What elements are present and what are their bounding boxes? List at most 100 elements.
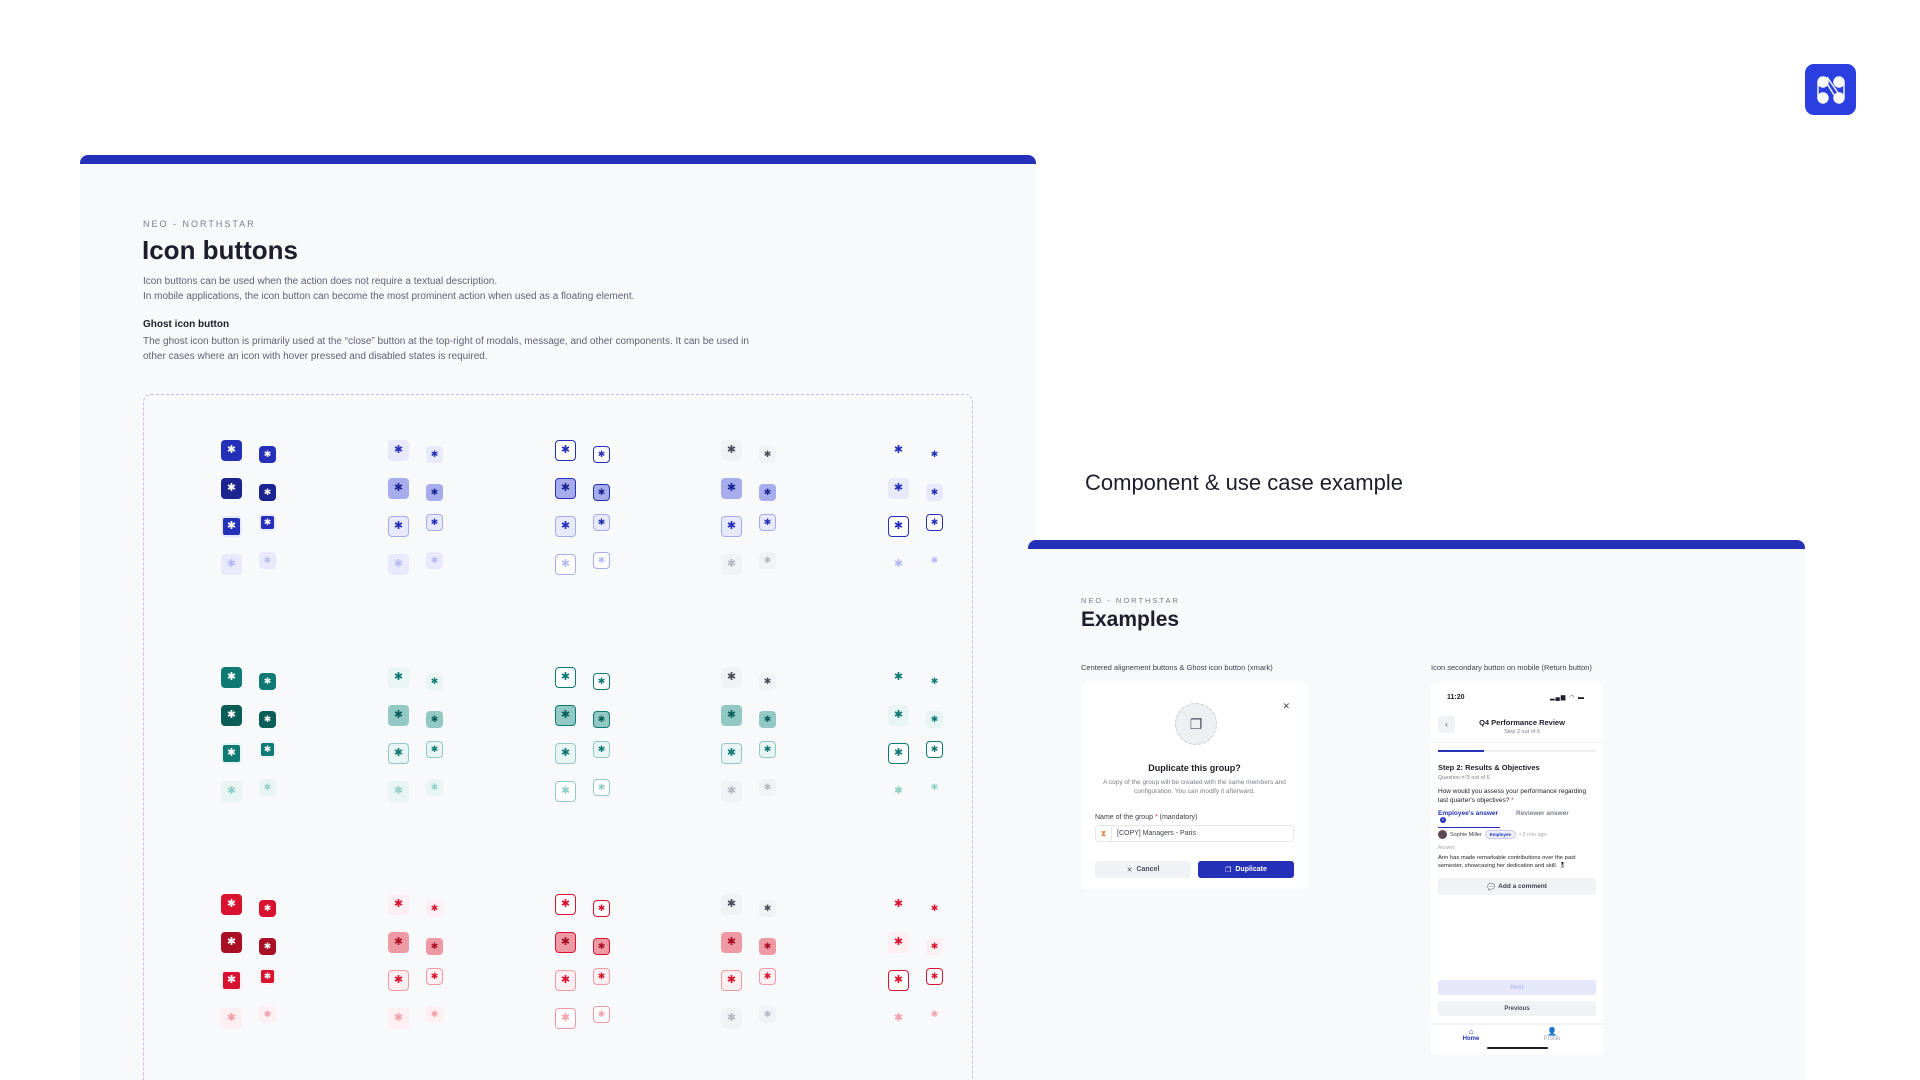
previous-button[interactable]: Previous xyxy=(1438,1001,1596,1016)
brand-ghost-pressed-small-icon-button[interactable]: ✱ xyxy=(926,484,943,501)
brand-outline-default-medium-icon-button[interactable]: ✱ xyxy=(555,440,576,461)
teal-outline-default-small-icon-button[interactable]: ✱ xyxy=(593,673,610,690)
danger-primary-default-small-icon-button[interactable]: ✱ xyxy=(259,900,276,917)
danger-tertiary-focus-small-icon-button[interactable]: ✱ xyxy=(759,968,776,985)
brand-outline-pressed-small-icon-button[interactable]: ✱ xyxy=(593,484,610,501)
danger-tertiary-pressed-small-icon-button[interactable]: ✱ xyxy=(759,938,776,955)
brand-ghost-pressed-medium-icon-button[interactable]: ✱ xyxy=(888,478,909,499)
nav-profile[interactable]: 👤 Profile xyxy=(1522,1027,1582,1042)
danger-ghost-pressed-medium-icon-button[interactable]: ✱ xyxy=(888,932,909,953)
teal-secondary-focus-medium-icon-button[interactable]: ✱ xyxy=(388,743,409,764)
teal-tertiary-focus-small-icon-button[interactable]: ✱ xyxy=(759,741,776,758)
brand-tertiary-focus-small-icon-button[interactable]: ✱ xyxy=(759,514,776,531)
danger-ghost-default-medium-icon-button[interactable]: ✱ xyxy=(888,894,909,915)
brand-ghost-default-small-icon-button[interactable]: ✱ xyxy=(926,446,943,463)
teal-tertiary-pressed-small-icon-button[interactable]: ✱ xyxy=(759,711,776,728)
nav-home[interactable]: ⌂ Home xyxy=(1441,1027,1501,1042)
teal-ghost-focus-medium-icon-button[interactable]: ✱ xyxy=(888,743,909,764)
teal-primary-pressed-medium-icon-button[interactable]: ✱ xyxy=(221,705,242,726)
teal-secondary-pressed-small-icon-button[interactable]: ✱ xyxy=(426,711,443,728)
danger-tertiary-default-medium-icon-button[interactable]: ✱ xyxy=(721,894,742,915)
danger-primary-pressed-small-icon-button[interactable]: ✱ xyxy=(259,938,276,955)
teal-ghost-focus-small-icon-button[interactable]: ✱ xyxy=(926,741,943,758)
danger-primary-focus-small-icon-button[interactable]: ✱ xyxy=(259,968,276,985)
brand-tertiary-default-medium-icon-button[interactable]: ✱ xyxy=(721,440,742,461)
teal-ghost-default-medium-icon-button[interactable]: ✱ xyxy=(888,667,909,688)
danger-secondary-focus-small-icon-button[interactable]: ✱ xyxy=(426,968,443,985)
brand-primary-focus-medium-icon-button[interactable]: ✱ xyxy=(221,516,242,537)
danger-outline-default-medium-icon-button[interactable]: ✱ xyxy=(555,894,576,915)
teal-secondary-default-small-icon-button[interactable]: ✱ xyxy=(426,673,443,690)
danger-tertiary-pressed-medium-icon-button[interactable]: ✱ xyxy=(721,932,742,953)
brand-primary-pressed-medium-icon-button[interactable]: ✱ xyxy=(221,478,242,499)
teal-primary-focus-medium-icon-button[interactable]: ✱ xyxy=(221,743,242,764)
danger-primary-focus-medium-icon-button[interactable]: ✱ xyxy=(221,970,242,991)
teal-tertiary-default-medium-icon-button[interactable]: ✱ xyxy=(721,667,742,688)
danger-tertiary-default-small-icon-button[interactable]: ✱ xyxy=(759,900,776,917)
brand-ghost-focus-small-icon-button[interactable]: ✱ xyxy=(926,514,943,531)
teal-ghost-pressed-medium-icon-button[interactable]: ✱ xyxy=(888,705,909,726)
duplicate-button[interactable]: ❐ Duplicate xyxy=(1198,861,1294,878)
teal-primary-pressed-small-icon-button[interactable]: ✱ xyxy=(259,711,276,728)
brand-secondary-default-medium-icon-button[interactable]: ✱ xyxy=(388,440,409,461)
teal-tertiary-default-small-icon-button[interactable]: ✱ xyxy=(759,673,776,690)
teal-primary-default-medium-icon-button[interactable]: ✱ xyxy=(221,667,242,688)
brand-secondary-pressed-medium-icon-button[interactable]: ✱ xyxy=(388,478,409,499)
tab-employee-answer[interactable]: Employee's answer i xyxy=(1438,810,1500,828)
brand-secondary-focus-small-icon-button[interactable]: ✱ xyxy=(426,514,443,531)
danger-outline-pressed-medium-icon-button[interactable]: ✱ xyxy=(555,932,576,953)
danger-outline-focus-medium-icon-button[interactable]: ✱ xyxy=(555,970,576,991)
danger-secondary-default-small-icon-button[interactable]: ✱ xyxy=(426,900,443,917)
brand-tertiary-pressed-medium-icon-button[interactable]: ✱ xyxy=(721,478,742,499)
danger-secondary-pressed-small-icon-button[interactable]: ✱ xyxy=(426,938,443,955)
brand-tertiary-pressed-small-icon-button[interactable]: ✱ xyxy=(759,484,776,501)
teal-outline-focus-small-icon-button[interactable]: ✱ xyxy=(593,741,610,758)
brand-tertiary-default-small-icon-button[interactable]: ✱ xyxy=(759,446,776,463)
danger-secondary-default-medium-icon-button[interactable]: ✱ xyxy=(388,894,409,915)
back-icon-button[interactable]: ‹ xyxy=(1438,716,1455,733)
group-name-value[interactable]: [COPY] Managers - Paris xyxy=(1117,830,1196,837)
teal-outline-pressed-medium-icon-button[interactable]: ✱ xyxy=(555,705,576,726)
brand-secondary-focus-medium-icon-button[interactable]: ✱ xyxy=(388,516,409,537)
teal-outline-pressed-small-icon-button[interactable]: ✱ xyxy=(593,711,610,728)
brand-primary-default-small-icon-button[interactable]: ✱ xyxy=(259,446,276,463)
tab-reviewer-answer[interactable]: Reviewer answer xyxy=(1516,810,1569,817)
danger-primary-default-medium-icon-button[interactable]: ✱ xyxy=(221,894,242,915)
teal-primary-default-small-icon-button[interactable]: ✱ xyxy=(259,673,276,690)
brand-outline-default-small-icon-button[interactable]: ✱ xyxy=(593,446,610,463)
emoji-prefix-icon[interactable]: ⧗ xyxy=(1096,826,1112,841)
danger-ghost-pressed-small-icon-button[interactable]: ✱ xyxy=(926,938,943,955)
teal-tertiary-pressed-medium-icon-button[interactable]: ✱ xyxy=(721,705,742,726)
teal-secondary-focus-small-icon-button[interactable]: ✱ xyxy=(426,741,443,758)
teal-ghost-pressed-small-icon-button[interactable]: ✱ xyxy=(926,711,943,728)
brand-primary-default-medium-icon-button[interactable]: ✱ xyxy=(221,440,242,461)
brand-tertiary-focus-medium-icon-button[interactable]: ✱ xyxy=(721,516,742,537)
danger-ghost-default-small-icon-button[interactable]: ✱ xyxy=(926,900,943,917)
danger-ghost-focus-small-icon-button[interactable]: ✱ xyxy=(926,968,943,985)
danger-secondary-pressed-medium-icon-button[interactable]: ✱ xyxy=(388,932,409,953)
danger-ghost-focus-medium-icon-button[interactable]: ✱ xyxy=(888,970,909,991)
teal-secondary-pressed-medium-icon-button[interactable]: ✱ xyxy=(388,705,409,726)
next-button[interactable]: Next xyxy=(1438,980,1596,995)
add-comment-button[interactable]: 💬 Add a comment xyxy=(1438,878,1596,895)
brand-ghost-focus-medium-icon-button[interactable]: ✱ xyxy=(888,516,909,537)
close-icon-button[interactable]: ✕ xyxy=(1282,701,1290,711)
danger-outline-focus-small-icon-button[interactable]: ✱ xyxy=(593,968,610,985)
teal-primary-focus-small-icon-button[interactable]: ✱ xyxy=(259,741,276,758)
teal-ghost-default-small-icon-button[interactable]: ✱ xyxy=(926,673,943,690)
brand-ghost-default-medium-icon-button[interactable]: ✱ xyxy=(888,440,909,461)
group-name-input[interactable]: ⧗ [COPY] Managers - Paris xyxy=(1095,825,1294,842)
brand-outline-focus-medium-icon-button[interactable]: ✱ xyxy=(555,516,576,537)
danger-outline-pressed-small-icon-button[interactable]: ✱ xyxy=(593,938,610,955)
brand-outline-focus-small-icon-button[interactable]: ✱ xyxy=(593,514,610,531)
danger-primary-pressed-medium-icon-button[interactable]: ✱ xyxy=(221,932,242,953)
teal-secondary-default-medium-icon-button[interactable]: ✱ xyxy=(388,667,409,688)
cancel-button[interactable]: ✕ Cancel xyxy=(1095,861,1191,878)
danger-outline-default-small-icon-button[interactable]: ✱ xyxy=(593,900,610,917)
brand-secondary-default-small-icon-button[interactable]: ✱ xyxy=(426,446,443,463)
danger-tertiary-focus-medium-icon-button[interactable]: ✱ xyxy=(721,970,742,991)
teal-outline-focus-medium-icon-button[interactable]: ✱ xyxy=(555,743,576,764)
brand-primary-focus-small-icon-button[interactable]: ✱ xyxy=(259,514,276,531)
teal-outline-default-medium-icon-button[interactable]: ✱ xyxy=(555,667,576,688)
teal-tertiary-focus-medium-icon-button[interactable]: ✱ xyxy=(721,743,742,764)
